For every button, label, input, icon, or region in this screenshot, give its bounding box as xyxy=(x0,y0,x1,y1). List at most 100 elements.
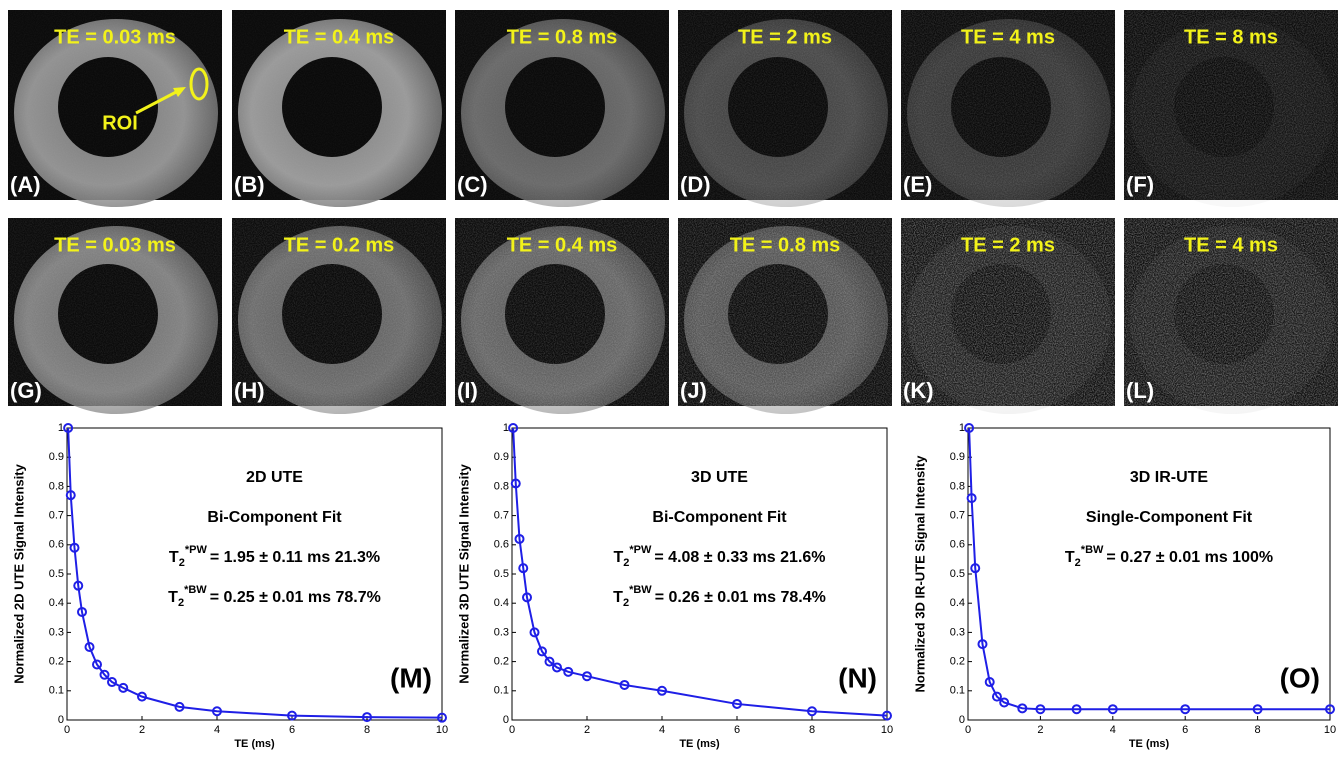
panel-label: (H) xyxy=(234,378,265,403)
y-tick-label: 0.8 xyxy=(49,480,64,492)
y-tick-label: 0.7 xyxy=(49,510,64,522)
x-tick-label: 6 xyxy=(734,724,740,736)
annotation-subtitle: Bi-Component Fit xyxy=(652,509,787,526)
te-label: TE = 0.8 ms xyxy=(507,26,618,48)
fit-subscript: 2 xyxy=(179,557,185,569)
y-tick-label: 0.3 xyxy=(49,626,64,638)
y-tick-label: 0.1 xyxy=(49,685,64,697)
y-tick-label: 0.5 xyxy=(494,568,509,580)
panel-label: (A) xyxy=(10,172,41,197)
te-label: TE = 4 ms xyxy=(961,26,1055,48)
fit-superscript: *PW xyxy=(629,544,652,556)
panel-label: (I) xyxy=(457,378,478,403)
y-tick-label: 1 xyxy=(58,422,64,434)
panel-label: (C) xyxy=(457,172,488,197)
x-tick-label: 0 xyxy=(64,724,70,736)
annotation-subtitle: Single-Component Fit xyxy=(1086,509,1253,526)
fit-text: = 0.26 ± 0.01 ms 78.4% xyxy=(655,589,826,606)
x-tick-label: 2 xyxy=(1037,724,1043,736)
x-tick-label: 6 xyxy=(289,724,295,736)
x-tick-label: 4 xyxy=(1110,724,1116,736)
fit-subscript: 2 xyxy=(1075,557,1081,569)
y-tick-label: 0.9 xyxy=(494,451,509,463)
y-tick-label: 0.3 xyxy=(950,626,965,638)
annotation-title: 2D UTE xyxy=(246,469,303,486)
te-label: TE = 0.03 ms xyxy=(54,234,176,256)
panel-label: (J) xyxy=(680,378,707,403)
y-tick-label: 0.2 xyxy=(494,656,509,668)
x-tick-label: 10 xyxy=(881,724,893,736)
te-label: TE = 0.8 ms xyxy=(730,234,841,256)
te-label: TE = 0.03 ms xyxy=(54,26,176,48)
x-tick-label: 8 xyxy=(809,724,815,736)
te-label: TE = 0.4 ms xyxy=(507,234,618,256)
x-tick-label: 0 xyxy=(509,724,515,736)
fit-text: = 4.08 ± 0.33 ms 21.6% xyxy=(654,549,825,566)
y-tick-label: 0.5 xyxy=(49,568,64,580)
x-tick-label: 8 xyxy=(1255,724,1261,736)
x-tick-label: 10 xyxy=(436,724,448,736)
x-tick-label: 4 xyxy=(659,724,665,736)
y-tick-label: 0.9 xyxy=(49,451,64,463)
te-label: TE = 2 ms xyxy=(961,234,1055,256)
y-tick-label: 0.6 xyxy=(49,539,64,551)
fit-superscript: *BW xyxy=(184,584,207,596)
panel-label: (N) xyxy=(838,662,877,693)
fit-symbol: T xyxy=(168,589,178,606)
x-tick-label: 8 xyxy=(364,724,370,736)
fit-superscript: *BW xyxy=(629,584,652,596)
y-tick-label: 0.7 xyxy=(494,510,509,522)
panel-label: (M) xyxy=(390,662,432,693)
y-tick-label: 0.7 xyxy=(950,510,965,522)
y-axis-label: Normalized 2D UTE Signal Intensity xyxy=(11,463,26,683)
roi-label: ROI xyxy=(102,112,138,134)
x-tick-label: 4 xyxy=(214,724,220,736)
x-tick-label: 6 xyxy=(1182,724,1188,736)
te-label: TE = 0.2 ms xyxy=(284,234,395,256)
y-tick-label: 0.1 xyxy=(494,685,509,697)
panel-label: (B) xyxy=(234,172,265,197)
y-tick-label: 0.6 xyxy=(950,539,965,551)
te-label: TE = 0.4 ms xyxy=(284,26,395,48)
panel-label: (G) xyxy=(10,378,42,403)
fit-symbol: T xyxy=(1065,549,1075,566)
y-tick-label: 0.5 xyxy=(950,568,965,580)
y-tick-label: 0.4 xyxy=(950,597,965,609)
x-axis-label: TE (ms) xyxy=(679,738,720,750)
fit-symbol: T xyxy=(169,549,179,566)
fit-text: = 1.95 ± 0.11 ms 21.3% xyxy=(210,549,380,566)
panel-label: (E) xyxy=(903,172,932,197)
fit-text: = 0.25 ± 0.01 ms 78.7% xyxy=(210,589,381,606)
fit-superscript: *PW xyxy=(185,544,208,556)
te-label: TE = 4 ms xyxy=(1184,234,1278,256)
y-tick-label: 0.8 xyxy=(494,480,509,492)
fit-subscript: 2 xyxy=(623,557,629,569)
x-axis-label: TE (ms) xyxy=(1129,738,1170,750)
fit-symbol: T xyxy=(613,589,623,606)
annotation-title: 3D UTE xyxy=(691,469,748,486)
y-tick-label: 0.2 xyxy=(49,656,64,668)
x-tick-label: 2 xyxy=(139,724,145,736)
y-tick-label: 0.2 xyxy=(950,656,965,668)
annotation-title: 3D IR-UTE xyxy=(1130,469,1209,486)
y-axis-label: Normalized 3D IR-UTE Signal Intensity xyxy=(912,455,927,693)
y-tick-label: 0.3 xyxy=(494,626,509,638)
fit-subscript: 2 xyxy=(623,597,629,609)
panel-label: (D) xyxy=(680,172,711,197)
y-tick-label: 1 xyxy=(959,422,965,434)
figure: TE = 0.03 ms (A) ROI TE = 0.4 ms (B) TE = 0.8… xyxy=(0,0,1342,758)
y-tick-label: 0.8 xyxy=(950,480,965,492)
x-tick-label: 10 xyxy=(1324,724,1336,736)
annotation-subtitle: Bi-Component Fit xyxy=(207,509,342,526)
fit-symbol: T xyxy=(613,549,623,566)
x-axis-label: TE (ms) xyxy=(234,738,275,750)
y-tick-label: 0.9 xyxy=(950,451,965,463)
y-axis-label: Normalized 3D UTE Signal Intensity xyxy=(456,463,471,683)
panel-label: (O) xyxy=(1280,662,1320,693)
x-tick-label: 0 xyxy=(965,724,971,736)
te-label: TE = 2 ms xyxy=(738,26,832,48)
panel-label: (F) xyxy=(1126,172,1154,197)
y-tick-label: 0.4 xyxy=(494,597,509,609)
y-tick-label: 0.4 xyxy=(49,597,64,609)
fit-superscript: *BW xyxy=(1081,544,1104,556)
